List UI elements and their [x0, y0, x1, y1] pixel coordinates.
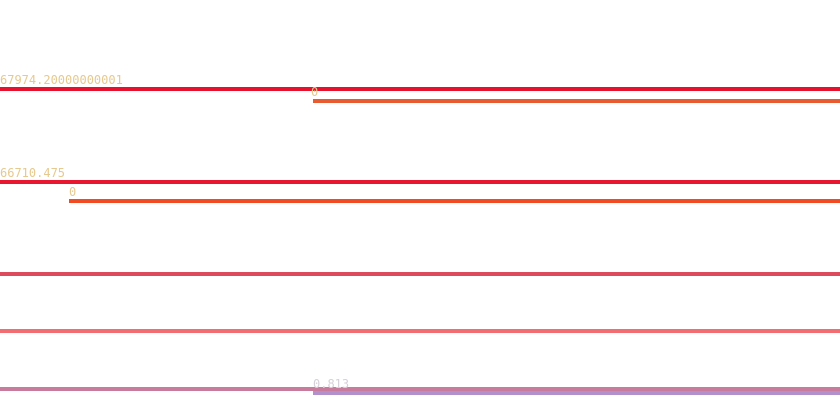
series-lines	[0, 87, 840, 395]
series-label-2: 0	[311, 85, 318, 99]
series-label-3: 66710.475	[0, 166, 65, 180]
series-label-1: 67974.20000000001	[0, 73, 123, 87]
series-label-8: 0.813	[313, 377, 349, 391]
series-labels: 67974.20000000001 0 66710.475 0 0.813	[0, 73, 349, 391]
series-label-4: 0	[69, 185, 76, 199]
